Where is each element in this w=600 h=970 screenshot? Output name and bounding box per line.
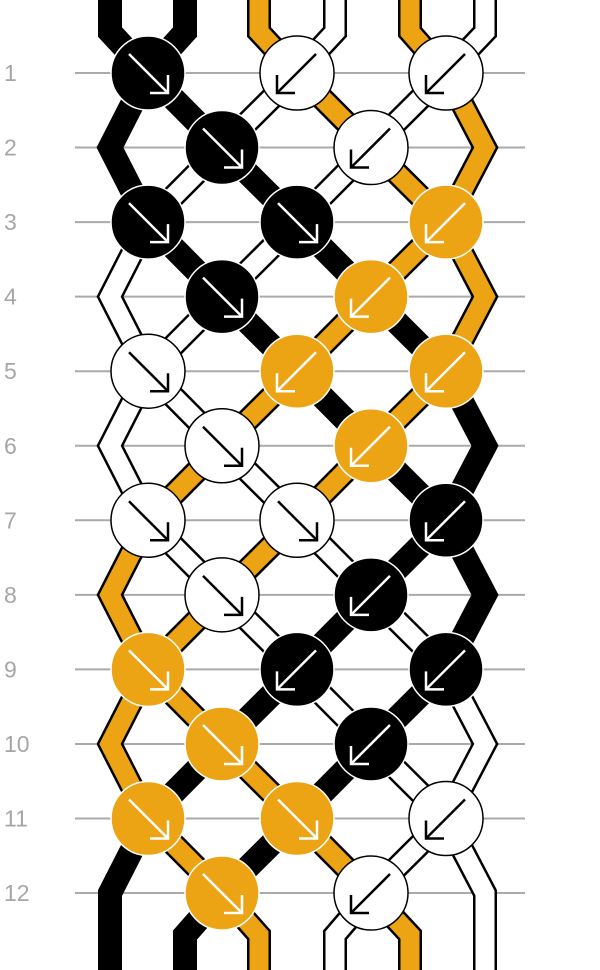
knot-bwd (408, 333, 484, 409)
knot-fwd (184, 258, 260, 335)
row-label: 12 (4, 880, 30, 906)
knot-bwd (408, 780, 484, 857)
arrow-down-right-icon (128, 500, 170, 542)
arrow-down-right-icon (128, 798, 170, 840)
arrow-down-left-icon (275, 53, 317, 95)
arrow-down-right-icon (277, 202, 319, 244)
knot-fwd (110, 482, 186, 559)
arrow-down-right-icon (202, 127, 244, 169)
arrow-down-left-icon (349, 724, 391, 766)
row-label: 11 (4, 806, 28, 832)
row-label: 9 (4, 656, 17, 682)
knot-bwd (259, 333, 335, 409)
row-label: 3 (4, 209, 17, 235)
row-label: 7 (4, 507, 17, 533)
knot-bwd (333, 557, 409, 633)
arrow-down-right-icon (128, 53, 170, 95)
knot-fwd (110, 35, 186, 111)
arrow-down-left-icon (349, 425, 391, 467)
knot-bwd (408, 35, 484, 111)
arrow-down-left-icon (275, 351, 317, 393)
knot-fwd (259, 184, 335, 260)
arrow-down-left-icon (424, 798, 466, 840)
knot-fwd (184, 706, 260, 782)
row-label: 2 (4, 135, 17, 161)
arrow-down-right-icon (202, 873, 244, 915)
arrow-down-left-icon (424, 649, 466, 691)
knot-fwd (184, 855, 260, 931)
knot-bwd (333, 109, 409, 186)
row-label: 8 (4, 582, 17, 608)
arrow-down-right-icon (128, 351, 170, 393)
strand (96, 0, 499, 970)
knot-bwd (333, 408, 409, 484)
knot-fwd (110, 780, 186, 857)
knot-fwd (110, 631, 186, 708)
arrow-down-left-icon (349, 127, 391, 169)
arrow-down-left-icon (424, 53, 466, 95)
arrow-down-left-icon (349, 574, 391, 617)
arrow-down-left-icon (424, 500, 466, 542)
arrow-down-right-icon (128, 649, 170, 691)
strand (96, 0, 497, 970)
knot-fwd (184, 557, 260, 633)
knot-bwd (333, 855, 409, 931)
arrow-down-left-icon (275, 649, 317, 691)
arrow-down-right-icon (277, 798, 319, 840)
arrow-down-left-icon (349, 873, 391, 915)
knot-fwd (110, 333, 186, 409)
arrow-down-right-icon (202, 276, 244, 318)
strand (96, 0, 499, 970)
knot-fwd (110, 184, 186, 260)
knot-fwd (184, 408, 260, 484)
knot-bwd (259, 631, 335, 708)
row-label: 4 (4, 284, 17, 310)
arrow-down-right-icon (202, 574, 244, 617)
knot-fwd (259, 482, 335, 559)
knot-bwd (333, 258, 409, 335)
knot-bwd (333, 706, 409, 782)
row-label: 6 (4, 433, 17, 459)
knot-bwd (408, 631, 484, 708)
knot-bwd (408, 482, 484, 559)
knot-fwd (184, 109, 260, 186)
arrow-down-left-icon (424, 351, 466, 393)
strands (96, 0, 499, 970)
knot-bwd (259, 35, 335, 111)
row-label: 1 (4, 60, 17, 86)
arrow-down-right-icon (202, 724, 244, 766)
knot-fwd (259, 780, 335, 857)
arrow-down-right-icon (128, 202, 170, 244)
arrow-down-right-icon (277, 500, 319, 542)
row-label: 5 (4, 358, 17, 384)
row-label: 10 (4, 731, 30, 757)
knots (110, 35, 484, 931)
arrow-down-left-icon (424, 202, 466, 244)
strand (96, 0, 499, 970)
arrow-down-right-icon (202, 425, 244, 467)
arrow-down-left-icon (349, 276, 391, 318)
knot-bwd (408, 184, 484, 260)
strand (96, 0, 499, 970)
strand (98, 0, 499, 970)
